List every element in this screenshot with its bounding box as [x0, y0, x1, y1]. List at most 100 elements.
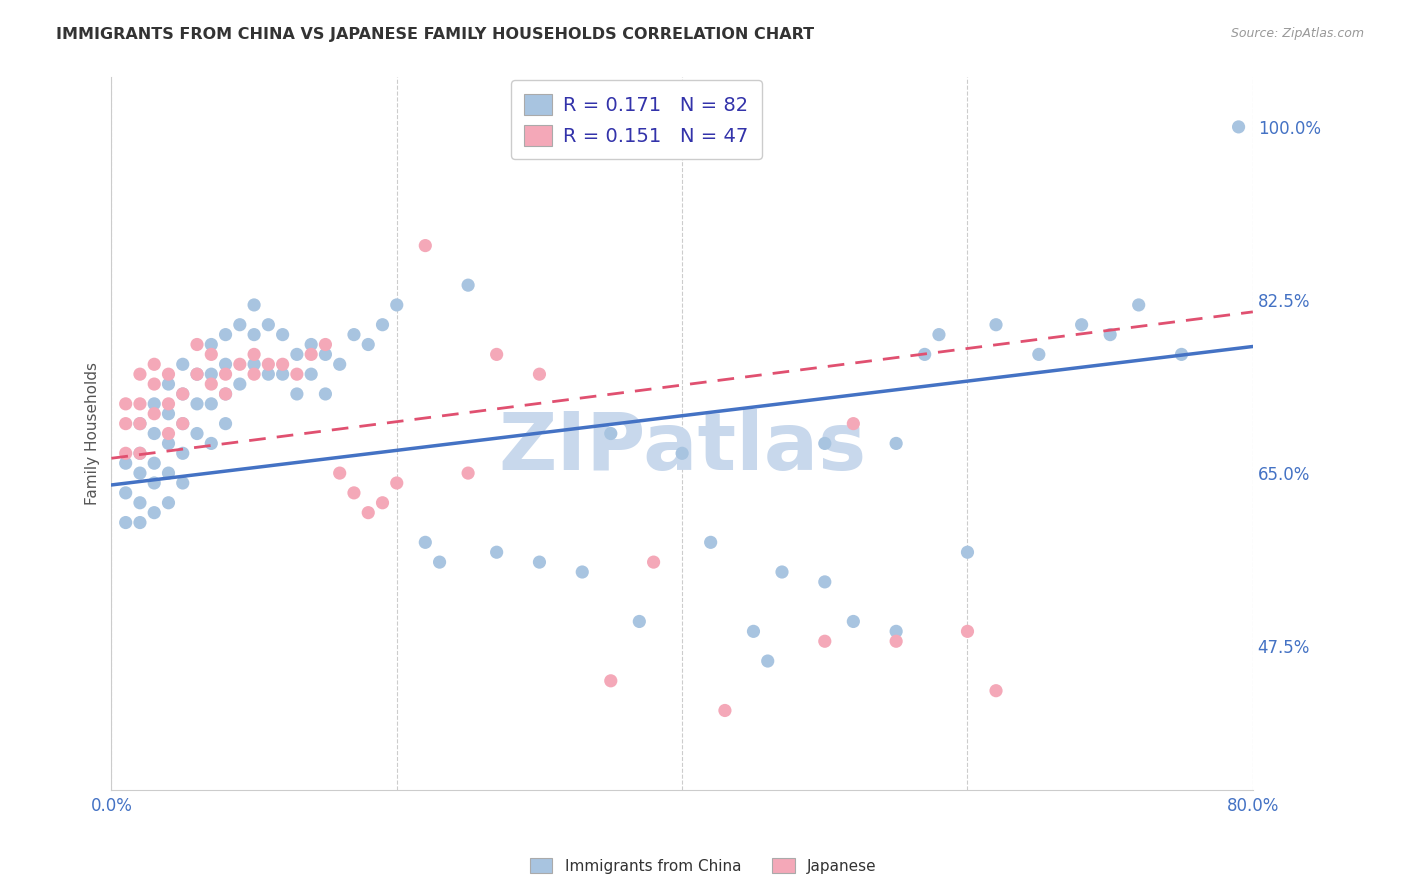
Point	[214, 327, 236, 342]
Point	[143, 407, 166, 421]
Point	[299, 347, 322, 361]
Point	[200, 377, 222, 392]
Point	[243, 327, 266, 342]
Point	[285, 347, 308, 361]
Point	[129, 516, 152, 530]
Point	[285, 387, 308, 401]
Point	[314, 347, 336, 361]
Point	[357, 506, 380, 520]
Point	[457, 466, 479, 480]
Point	[214, 387, 236, 401]
Point	[529, 555, 551, 569]
Point	[956, 624, 979, 639]
Point	[485, 347, 508, 361]
Point	[143, 475, 166, 490]
Point	[429, 555, 451, 569]
Point	[842, 417, 865, 431]
Point	[129, 446, 152, 460]
Point	[114, 516, 136, 530]
Point	[884, 634, 907, 648]
Point	[114, 417, 136, 431]
Point	[143, 377, 166, 392]
Point	[129, 417, 152, 431]
Point	[314, 337, 336, 351]
Point	[114, 446, 136, 460]
Point	[884, 436, 907, 450]
Y-axis label: Family Households: Family Households	[86, 362, 100, 505]
Point	[814, 634, 837, 648]
Point	[172, 387, 194, 401]
Point	[1028, 347, 1050, 361]
Point	[214, 417, 236, 431]
Point	[200, 367, 222, 381]
Point	[157, 436, 180, 450]
Point	[329, 357, 352, 371]
Point	[143, 426, 166, 441]
Point	[984, 318, 1007, 332]
Point	[485, 545, 508, 559]
Point	[457, 278, 479, 293]
Point	[571, 565, 593, 579]
Point	[956, 545, 979, 559]
Point	[243, 357, 266, 371]
Point	[714, 704, 737, 718]
Point	[172, 475, 194, 490]
Point	[129, 397, 152, 411]
Point	[770, 565, 793, 579]
Point	[671, 446, 693, 460]
Point	[229, 318, 252, 332]
Point	[143, 357, 166, 371]
Point	[285, 367, 308, 381]
Point	[214, 357, 236, 371]
Point	[1355, 209, 1378, 223]
Point	[329, 466, 352, 480]
Point	[1070, 318, 1092, 332]
Point	[814, 436, 837, 450]
Point	[984, 683, 1007, 698]
Point	[257, 318, 280, 332]
Point	[200, 436, 222, 450]
Point	[214, 367, 236, 381]
Point	[157, 397, 180, 411]
Point	[214, 387, 236, 401]
Point	[1170, 347, 1192, 361]
Text: IMMIGRANTS FROM CHINA VS JAPANESE FAMILY HOUSEHOLDS CORRELATION CHART: IMMIGRANTS FROM CHINA VS JAPANESE FAMILY…	[56, 27, 814, 42]
Point	[257, 367, 280, 381]
Point	[314, 387, 336, 401]
Point	[742, 624, 765, 639]
Point	[599, 426, 621, 441]
Point	[157, 367, 180, 381]
Point	[129, 496, 152, 510]
Point	[186, 397, 208, 411]
Legend: R = 0.171   N = 82, R = 0.151   N = 47: R = 0.171 N = 82, R = 0.151 N = 47	[510, 80, 762, 160]
Point	[599, 673, 621, 688]
Point	[172, 446, 194, 460]
Point	[1128, 298, 1150, 312]
Point	[756, 654, 779, 668]
Text: ZIPatlas: ZIPatlas	[498, 409, 866, 487]
Point	[243, 347, 266, 361]
Point	[172, 357, 194, 371]
Point	[143, 506, 166, 520]
Point	[385, 475, 408, 490]
Point	[643, 555, 665, 569]
Point	[243, 367, 266, 381]
Point	[172, 417, 194, 431]
Point	[157, 377, 180, 392]
Point	[257, 357, 280, 371]
Point	[229, 357, 252, 371]
Point	[157, 426, 180, 441]
Point	[1227, 120, 1250, 134]
Point	[200, 347, 222, 361]
Point	[413, 238, 436, 252]
Point	[914, 347, 936, 361]
Point	[928, 327, 950, 342]
Point	[186, 367, 208, 381]
Point	[371, 318, 394, 332]
Point	[129, 446, 152, 460]
Point	[529, 367, 551, 381]
Point	[1099, 327, 1122, 342]
Point	[699, 535, 721, 549]
Point	[114, 456, 136, 470]
Point	[200, 337, 222, 351]
